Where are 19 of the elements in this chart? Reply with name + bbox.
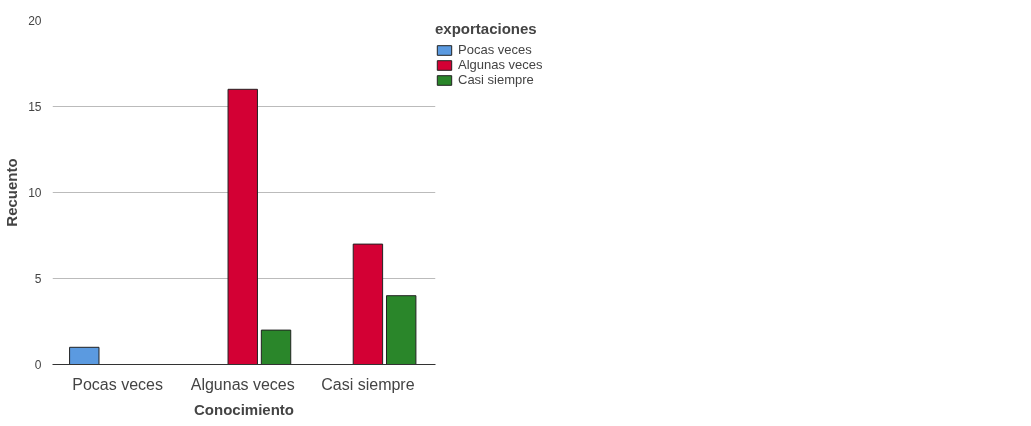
bar — [260, 329, 292, 365]
y-tick-label: 5 — [34, 272, 42, 286]
legend-label: Algunas veces — [458, 57, 543, 72]
x-tick-label: Pocas veces — [72, 375, 163, 393]
bar — [69, 346, 100, 365]
bar — [352, 243, 384, 365]
bar — [227, 88, 258, 365]
legend-label: Pocas veces — [458, 42, 532, 57]
y-tick-label: 15 — [28, 100, 42, 114]
y-tick-label: 20 — [28, 14, 42, 28]
legend-title: exportaciones — [435, 20, 538, 37]
legend-label: Casi siempre — [458, 72, 534, 87]
bar — [386, 295, 417, 365]
x-tick-label: Algunas veces — [190, 375, 295, 393]
x-tick-label: Casi siempre — [321, 375, 415, 393]
x-axis-title: Conocimiento — [194, 400, 294, 418]
y-axis-title: Recuento — [3, 158, 21, 227]
y-tick-label: 10 — [28, 186, 42, 200]
y-tick-label: 0 — [34, 358, 42, 372]
